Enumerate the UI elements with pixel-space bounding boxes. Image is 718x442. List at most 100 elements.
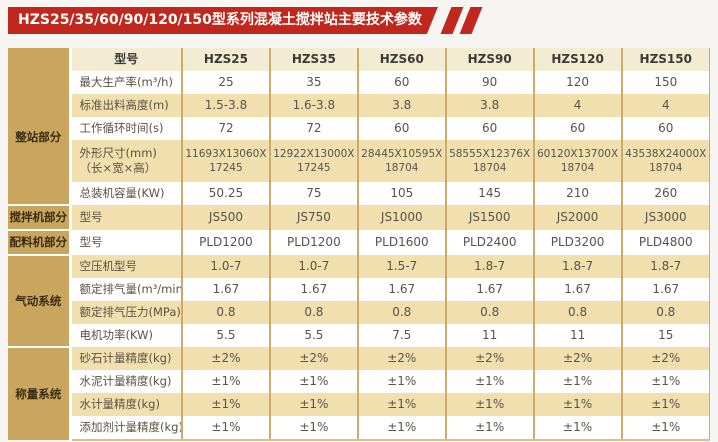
spec-value: 0.8 [532,301,622,324]
spec-value: JS1500 [444,205,534,230]
spec-value: 4 [620,94,710,117]
spec-value: ±1% [444,393,534,416]
spec-value: ±1% [268,370,358,393]
table-row: 额定排气压力(MPa) 0.8 0.8 0.8 0.8 0.8 0.8 [8,301,710,324]
spec-value: 60 [532,117,622,140]
spec-label: 最大生产率(m³/h) [70,71,182,94]
spec-value: 25 [181,71,270,94]
spec-value: 75 [268,182,358,205]
spec-value: PLD3200 [532,230,622,255]
spec-value: PLD2400 [444,230,534,255]
spec-label: 工作循环时间(s) [70,117,182,140]
spec-value: 1.5-3.8 [181,94,270,117]
table-row: 电机功率(KW) 5.5 5.5 7.5 11 11 15 [8,324,710,347]
spec-value: 1.0-7 [268,255,358,278]
spec-label: 电机功率(KW) [70,324,182,347]
table-row: 整站部分 最大生产率(m³/h) 25 35 60 90 120 150 [8,71,710,205]
spec-value: ±1% [444,416,534,441]
spec-value: 4 [532,94,622,117]
model-header: HZS120 [532,48,622,71]
model-header: HZS150 [620,48,710,71]
spec-value: 0.8 [268,301,358,324]
spec-value: 0.8 [181,301,270,324]
spec-value: 210 [532,182,622,205]
group-label: 配料机部分 [8,229,72,255]
spec-value: 1.0-7 [181,255,270,278]
spec-value: 145 [444,182,534,205]
spec-value: 11693X13060X 17245 [181,140,270,182]
group-label: 搅拌机部分 [8,204,72,230]
spec-value: 1.67 [356,278,446,301]
spec-value: 1.67 [532,278,622,301]
spec-value: ±1% [620,393,710,416]
spec-value: JS500 [181,205,270,230]
spec-value: ±1% [356,416,446,441]
spec-value: 60 [356,117,446,140]
table-row: 额定排气量(m³/min) 1.67 1.67 1.67 1.67 1.67 1… [8,278,710,301]
spec-value: 5.5 [181,324,270,347]
corner-cell [8,48,72,71]
spec-value: ±1% [532,416,622,441]
spec-value: 12922X13000X 17245 [268,140,358,182]
spec-label: 砂石计量精度(kg) [70,347,182,370]
table-header-row: 型号 HZS25 HZS35 HZS60 HZS90 HZS120 HZS150 [8,48,710,71]
spec-value: ±2% [532,347,622,370]
spec-table: 型号 HZS25 HZS35 HZS60 HZS90 HZS120 HZS150… [8,48,710,441]
spec-label: 标准出料高度(m) [70,94,182,117]
spec-label-line1: 外形尺寸(mm) [79,146,157,161]
spec-value: 7.5 [356,324,446,347]
group-label: 整站部分 [8,71,72,205]
spec-value: ±1% [181,370,270,393]
spec-label: 水计量精度(kg) [70,393,182,416]
spec-label: 型号 [70,205,182,230]
spec-value: 150 [620,71,710,94]
spec-value: 1.8-7 [532,255,622,278]
group-label: 气动系统 [8,254,72,347]
spec-value: PLD4800 [620,230,710,255]
spec-value: ±1% [356,393,446,416]
spec-value: 60120X13700X 18704 [532,140,622,182]
spec-value: ±2% [444,347,534,370]
spec-label: 额定排气压力(MPa) [70,301,182,324]
spec-value: 28445X10595X 18704 [356,140,446,182]
table-row: 配料机部分 型号 PLD1200 PLD1200 PLD1600 PLD2400… [8,229,710,255]
spec-value: ±1% [620,370,710,393]
table-row: 外形尺寸(mm) （长×宽×高） 11693X13060X 17245 1292… [8,140,710,182]
spec-value: ±1% [620,416,710,441]
spec-value: 43538X24000X 18704 [620,140,710,182]
spec-value: 35 [268,71,358,94]
spec-value: 1.67 [268,278,358,301]
spec-value: ±2% [268,347,358,370]
spec-value: ±1% [532,393,622,416]
spec-value: 0.8 [444,301,534,324]
model-header: HZS25 [181,48,270,71]
table-row: 工作循环时间(s) 72 72 60 60 60 60 [8,117,710,140]
spec-label-line2: （长×宽×高） [79,161,157,175]
spec-value: JS1000 [356,205,446,230]
table-row: 气动系统 空压机型号 1.0-7 1.0-7 1.5-7 1.8-7 1.8-7… [8,254,710,347]
model-header: HZS35 [268,48,358,71]
spec-value: 5.5 [268,324,358,347]
spec-value: ±1% [268,416,358,441]
spec-value: 15 [620,324,710,347]
spec-value: 1.8-7 [444,255,534,278]
table-row: 称量系统 砂石计量精度(kg) ±2% ±2% ±2% ±2% ±2% ±2% [8,346,710,440]
spec-value: ±2% [620,347,710,370]
spec-value: 3.8 [444,94,534,117]
spec-value: 60 [444,117,534,140]
spec-value: 60 [620,117,710,140]
table-row: 标准出料高度(m) 1.5-3.8 1.6-3.8 3.8 3.8 4 4 [8,94,710,117]
spec-value: 3.8 [356,94,446,117]
spec-value: 90 [444,71,534,94]
spec-value: PLD1600 [356,230,446,255]
spec-label: 外形尺寸(mm) （长×宽×高） [70,140,182,182]
table-row: 添加剂计量精度(kg) ±1% ±1% ±1% ±1% ±1% ±1% [8,416,710,441]
spec-label: 总装机容量(KW) [70,182,182,205]
spec-value: 60 [356,71,446,94]
spec-value: ±2% [181,347,270,370]
spec-value: ±1% [444,370,534,393]
table-row: 水计量精度(kg) ±1% ±1% ±1% ±1% ±1% ±1% [8,393,710,416]
spec-label: 水泥计量精度(kg) [70,370,182,393]
model-header: HZS60 [356,48,446,71]
title-banner: HZS25/35/60/90/120/150型系列混凝土搅拌站主要技术参数 [8,7,483,34]
